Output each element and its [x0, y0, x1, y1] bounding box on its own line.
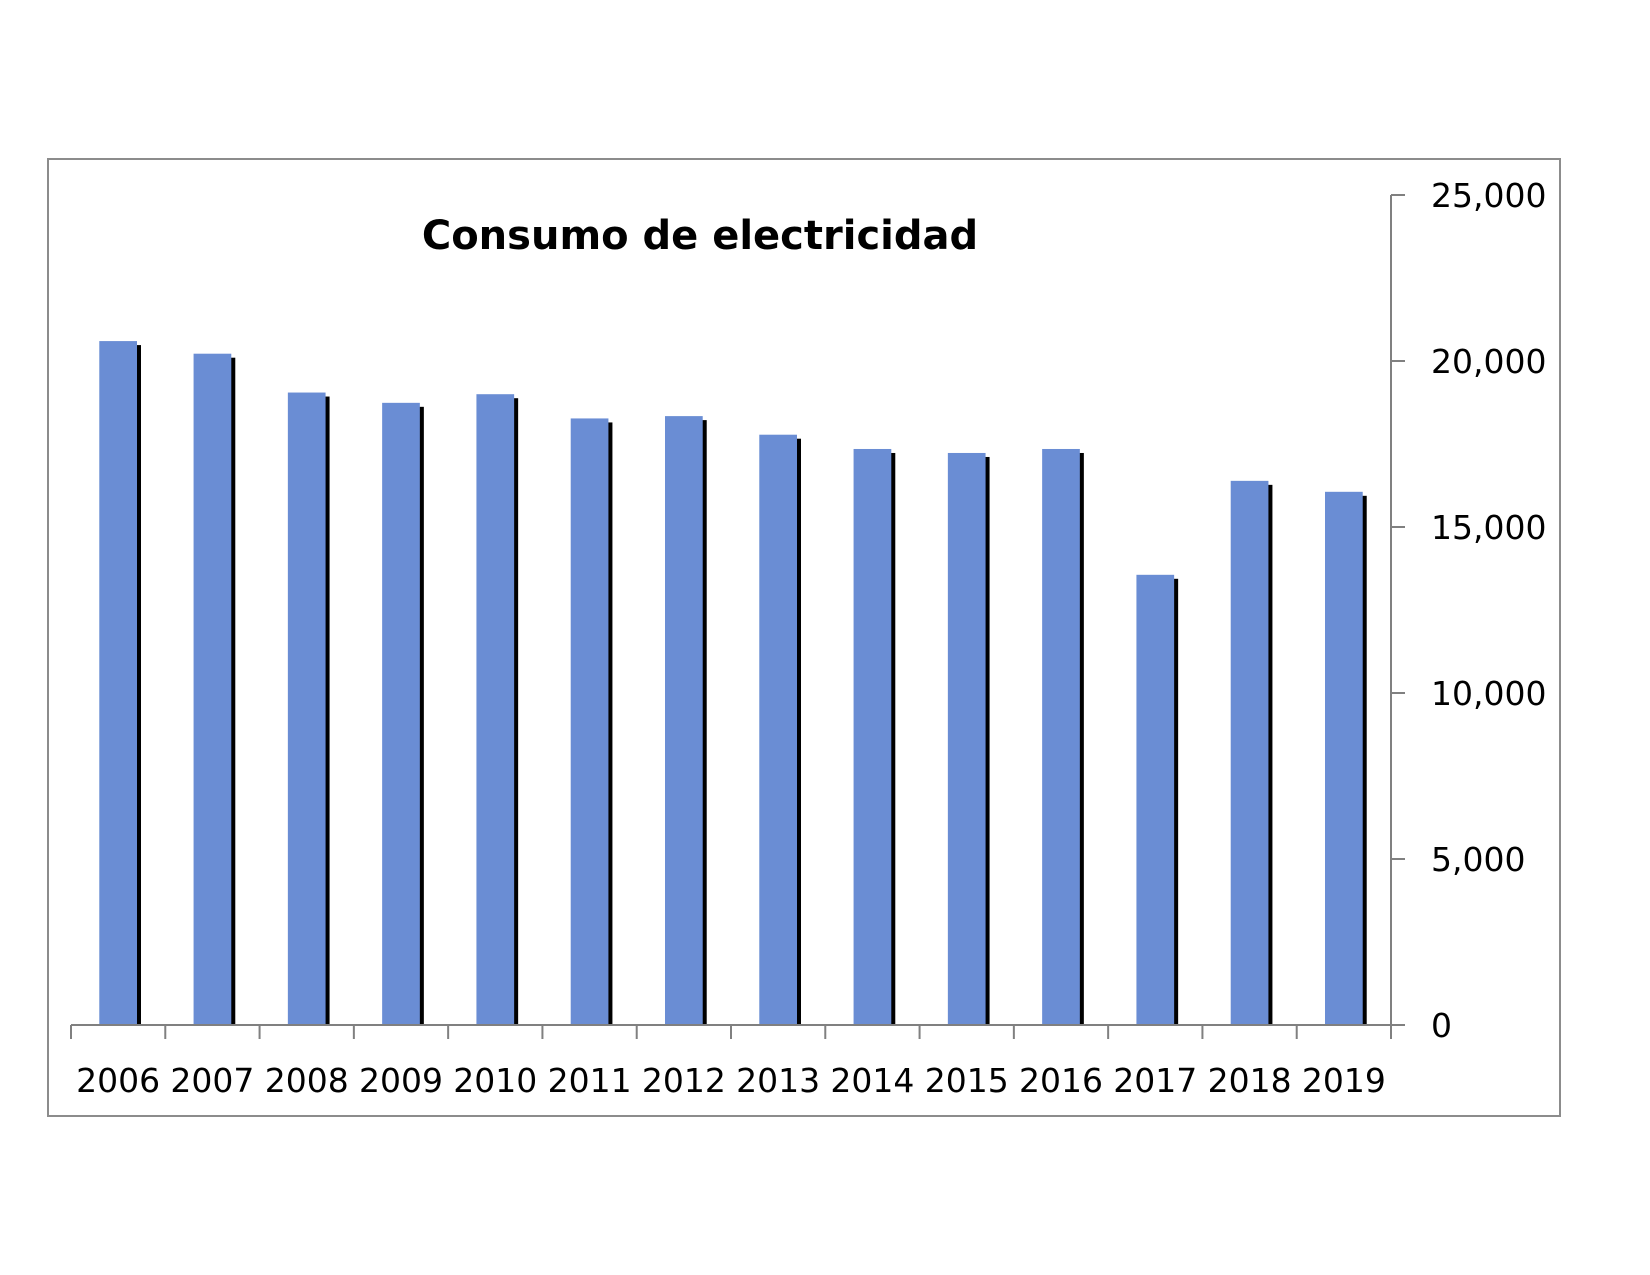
bar-2014	[853, 448, 892, 1026]
bar-2015	[947, 452, 986, 1025]
x-tick-label-2018: 2018	[1208, 1061, 1292, 1100]
bar-2007	[193, 353, 232, 1025]
x-tick-label-2014: 2014	[830, 1061, 914, 1100]
chart-title: Consumo de electricidad	[422, 213, 978, 259]
bar-2017	[1136, 574, 1175, 1025]
y-axis: 0 5,000 10,000 15,000 20,000 25,000	[1390, 176, 1546, 1045]
y-tick-label-1: 5,000	[1431, 840, 1525, 879]
bars-group	[99, 341, 1367, 1026]
x-tick-label-2007: 2007	[170, 1061, 254, 1100]
bar-2019	[1325, 491, 1363, 1026]
bar-2012	[665, 416, 703, 1025]
x-tick-label-2010: 2010	[453, 1061, 537, 1100]
bar-2016	[1042, 448, 1080, 1026]
y-tick-label-4: 20,000	[1431, 342, 1546, 381]
y-tick-label-5: 25,000	[1431, 176, 1546, 215]
x-tick-label-2015: 2015	[925, 1061, 1009, 1100]
y-tick-label-3: 15,000	[1431, 508, 1546, 547]
x-tick-label-2011: 2011	[548, 1061, 632, 1100]
y-tick-label-2: 10,000	[1431, 674, 1546, 713]
bar-2009	[382, 402, 420, 1025]
x-tick-label-2009: 2009	[359, 1061, 443, 1100]
x-tick-label-2017: 2017	[1113, 1061, 1197, 1100]
x-tick-label-2006: 2006	[76, 1061, 160, 1100]
x-tick-label-2008: 2008	[265, 1061, 349, 1100]
x-tick-label-2016: 2016	[1019, 1061, 1103, 1100]
x-axis: 2006 2007 2008 2009 2010 2011 2012 2013 2014 2015…	[70, 1024, 1392, 1100]
x-tick-label-2019: 2019	[1302, 1061, 1386, 1100]
bar-2011	[570, 418, 609, 1025]
bar-2013	[759, 434, 797, 1026]
x-tick-label-2012: 2012	[642, 1061, 726, 1100]
y-tick-label-0: 0	[1431, 1006, 1452, 1045]
bar-2008	[287, 392, 326, 1025]
x-tick-label-2013: 2013	[736, 1061, 820, 1100]
bar-2006	[99, 341, 137, 1026]
bar-2010	[476, 394, 515, 1025]
bar-2018	[1230, 480, 1269, 1025]
